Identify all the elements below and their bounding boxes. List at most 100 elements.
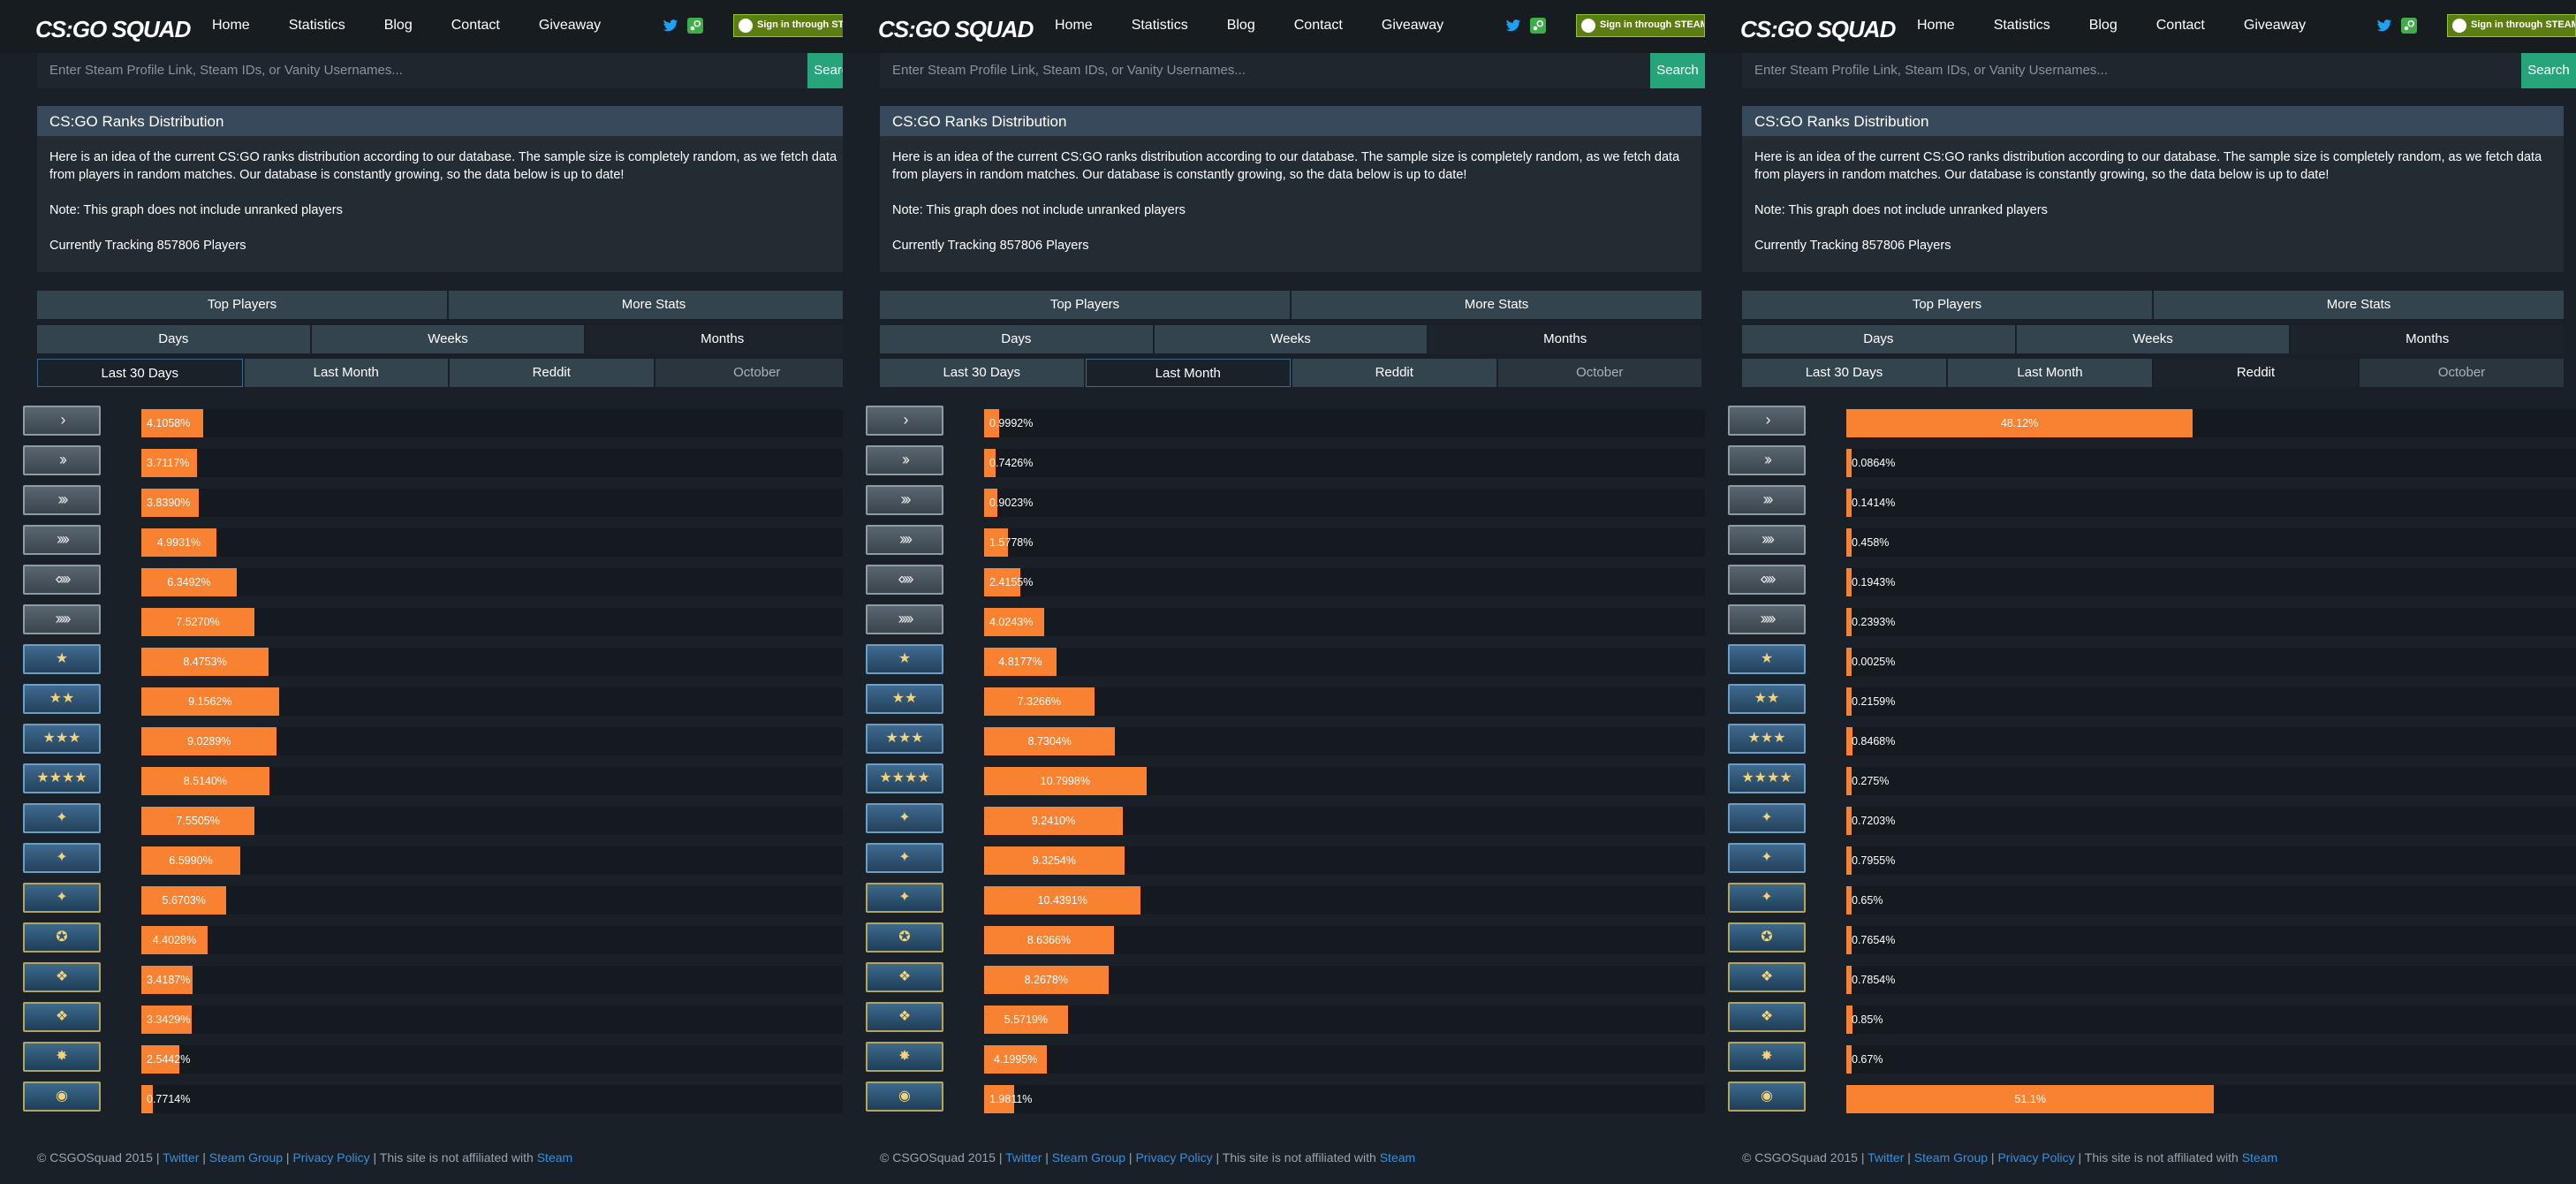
tab-top-players[interactable]: Top Players (37, 291, 447, 319)
tab-last-30-days[interactable]: Last 30 Days (880, 359, 1084, 387)
nav-link-blog[interactable]: Blog (2088, 18, 2118, 33)
steam-group-icon[interactable] (2401, 18, 2417, 34)
card-description: Here is an idea of the current CS:GO ran… (1754, 150, 2542, 182)
card-note: Note: This graph does not include unrank… (892, 203, 1186, 217)
rank-bar-label: 7.5505% (176, 815, 220, 827)
search-button[interactable]: Search (1650, 53, 1705, 88)
tab-more-stats[interactable]: More Stats (1292, 291, 1701, 319)
tab-more-stats[interactable]: More Stats (449, 291, 859, 319)
nav-link-contact[interactable]: Contact (2156, 18, 2205, 33)
master-guardian-elite-rank-icon: ✦ (23, 883, 101, 913)
rank-bar: 6.3492% (141, 568, 237, 596)
tab-months[interactable]: Months (586, 325, 860, 353)
steam-signin-button[interactable]: Sign in through STEAM (1576, 14, 1705, 37)
silver-3-rank-icon: ››› (1728, 485, 1806, 515)
bar-track: 2.5442% (141, 1045, 869, 1074)
logo-text: CS:GO SQUAD (35, 16, 191, 42)
nav-link-contact[interactable]: Contact (451, 18, 500, 33)
bar-track: 8.6366% (984, 926, 1712, 954)
footer-privacy-link[interactable]: Privacy Policy (1135, 1150, 1213, 1165)
tab-reddit[interactable]: Reddit (450, 359, 654, 387)
bar-track: 9.2410% (984, 807, 1712, 835)
twitter-icon[interactable] (1505, 18, 1521, 34)
tab-weeks[interactable]: Weeks (311, 325, 585, 353)
bar-track: 0.9023% (984, 489, 1712, 517)
nav-link-giveaway[interactable]: Giveaway (2243, 18, 2307, 33)
tab-weeks[interactable]: Weeks (1154, 325, 1428, 353)
tab-last-month[interactable]: Last Month (1948, 359, 2152, 387)
rank-row: ★ 4.8177% (866, 642, 1712, 676)
footer-twitter-link[interactable]: Twitter (1868, 1150, 1905, 1165)
footer-privacy-link[interactable]: Privacy Policy (292, 1150, 370, 1165)
footer-steam-link[interactable]: Steam (1379, 1150, 1416, 1165)
rank-emblem: ❖ (55, 1009, 69, 1024)
nav-links: Home Statistics Blog Contact Giveaway (212, 18, 640, 34)
nav-link-contact[interactable]: Contact (1293, 18, 1343, 33)
tab-top-players[interactable]: Top Players (880, 291, 1290, 319)
nav-link-giveaway[interactable]: Giveaway (538, 18, 602, 33)
steam-search-input[interactable]: Enter Steam Profile Link, Steam IDs, or … (880, 53, 1650, 88)
tab-weeks[interactable]: Weeks (2016, 325, 2290, 353)
site-logo[interactable]: CS:GO SQUAD (35, 7, 191, 46)
twitter-icon[interactable] (663, 18, 678, 34)
rank-emblem: ★★★ (1747, 731, 1786, 746)
tab-last-30-days[interactable]: Last 30 Days (1742, 359, 1946, 387)
bar-track: 10.7998% (984, 767, 1712, 795)
tab-last-month[interactable]: Last Month (244, 359, 448, 387)
nav-link-statistics[interactable]: Statistics (288, 18, 345, 33)
nav-link-home[interactable]: Home (212, 18, 250, 33)
nav-link-blog[interactable]: Blog (383, 18, 413, 33)
tab-top-players[interactable]: Top Players (1742, 291, 2152, 319)
footer-twitter-link[interactable]: Twitter (163, 1150, 200, 1165)
tab-days[interactable]: Days (1742, 325, 2015, 353)
button-row-2: Days Weeks Months (1742, 325, 2565, 353)
nav-link-home[interactable]: Home (1917, 18, 1955, 33)
tab-october[interactable]: October (655, 359, 859, 387)
site-logo[interactable]: CS:GO SQUAD (878, 7, 1034, 46)
footer-steam-link[interactable]: Steam (2241, 1150, 2278, 1165)
steam-signin-button[interactable]: Sign in through STEAM (2447, 14, 2576, 37)
tab-days[interactable]: Days (37, 325, 310, 353)
steam-group-icon[interactable] (687, 18, 703, 34)
tab-last-month[interactable]: Last Month (1085, 359, 1291, 387)
rank-emblem: ›› (1764, 451, 1772, 468)
footer-privacy-link[interactable]: Privacy Policy (1997, 1150, 2075, 1165)
rank-bar-label: 10.7998% (1040, 775, 1090, 787)
footer-steam-group-link[interactable]: Steam Group (1913, 1150, 1989, 1165)
bar-track: 0.0864% (1846, 449, 2576, 477)
steam-search-input[interactable]: Enter Steam Profile Link, Steam IDs, or … (1742, 53, 2521, 88)
steam-logo-icon (1581, 19, 1595, 33)
search-button[interactable]: Search (2521, 53, 2576, 88)
rank-bar: 10.7998% (984, 767, 1147, 795)
site-logo[interactable]: CS:GO SQUAD (1740, 7, 1896, 46)
steam-search-input[interactable]: Enter Steam Profile Link, Steam IDs, or … (37, 53, 807, 88)
footer-steam-group-link[interactable]: Steam Group (208, 1150, 284, 1165)
footer-separator: | (1904, 1150, 1914, 1165)
tab-months[interactable]: Months (1428, 325, 1702, 353)
rank-row: ★★ 9.1562% (23, 682, 869, 716)
tab-days[interactable]: Days (880, 325, 1153, 353)
legendary-eagle-master-rank-icon: ❖ (23, 1002, 101, 1032)
steam-signin-button[interactable]: Sign in through STEAM (733, 14, 862, 37)
rank-bar: 2.4155% (984, 568, 1033, 596)
tab-more-stats[interactable]: More Stats (2154, 291, 2564, 319)
footer-steam-group-link[interactable]: Steam Group (1051, 1150, 1126, 1165)
tab-reddit[interactable]: Reddit (2154, 359, 2358, 387)
steam-group-icon[interactable] (1530, 18, 1546, 34)
tab-october[interactable]: October (2360, 359, 2564, 387)
bar-track: 10.4391% (984, 886, 1712, 915)
tab-october[interactable]: October (1497, 359, 1701, 387)
twitter-icon[interactable] (2376, 18, 2392, 34)
rank-row: ★★★★ 0.275% (1728, 762, 2576, 795)
nav-link-statistics[interactable]: Statistics (1993, 18, 2050, 33)
tab-reddit[interactable]: Reddit (1292, 359, 1496, 387)
tab-last-30-days[interactable]: Last 30 Days (37, 359, 243, 387)
nav-link-statistics[interactable]: Statistics (1131, 18, 1188, 33)
footer-steam-link[interactable]: Steam (536, 1150, 573, 1165)
nav-link-home[interactable]: Home (1055, 18, 1093, 33)
rank-row: ✸ 0.67% (1728, 1040, 2576, 1074)
footer-twitter-link[interactable]: Twitter (1005, 1150, 1042, 1165)
nav-link-giveaway[interactable]: Giveaway (1381, 18, 1444, 33)
tab-months[interactable]: Months (2291, 325, 2565, 353)
nav-link-blog[interactable]: Blog (1226, 18, 1255, 33)
